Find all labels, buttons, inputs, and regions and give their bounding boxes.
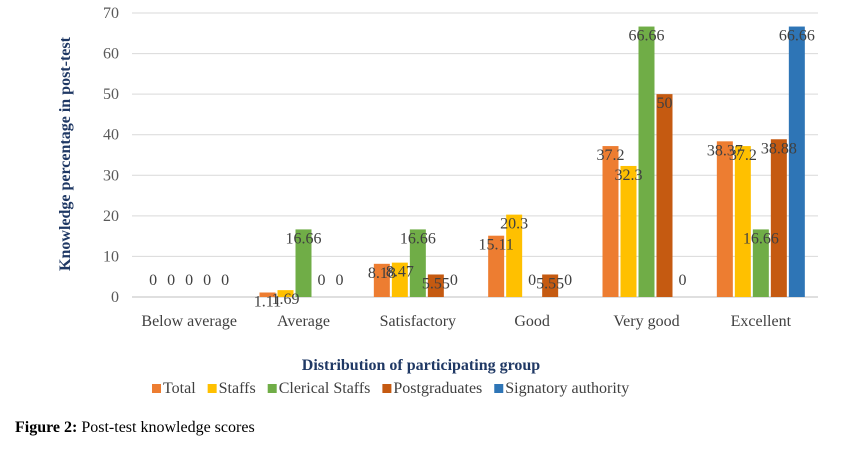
- bar: [259, 292, 276, 297]
- bar: [295, 229, 312, 297]
- y-tick-label: 20: [103, 208, 119, 225]
- data-label: 16.66: [400, 230, 436, 247]
- data-label: 5.55: [536, 275, 564, 292]
- y-axis-title: Knowledge percentage in post-test: [57, 36, 74, 271]
- bar: [734, 146, 751, 297]
- category-label: Below average: [141, 313, 237, 330]
- data-label: 0: [450, 272, 458, 289]
- category-label: Very good: [613, 313, 679, 330]
- bar: [488, 235, 505, 297]
- data-label: 38.88: [761, 140, 797, 157]
- bar: [716, 141, 733, 297]
- data-label: 0: [149, 272, 157, 289]
- category-label: Good: [514, 313, 550, 330]
- y-tick-label: 10: [103, 248, 119, 265]
- data-label: 66.66: [779, 28, 815, 45]
- data-label: 16.66: [743, 230, 779, 247]
- data-label: 0: [679, 272, 687, 289]
- legend-swatch: [382, 384, 392, 393]
- data-label: 38.37: [707, 142, 743, 159]
- y-tick-label: 70: [103, 5, 119, 22]
- gridlines: [132, 12, 818, 298]
- y-tick-label: 40: [103, 127, 119, 144]
- x-axis-category-labels: Below average Average Satisfactory Good Very…: [141, 313, 791, 330]
- legend-label: Clerical Staffs: [279, 380, 371, 397]
- data-label: 0: [167, 272, 175, 289]
- legend-label: Total: [163, 380, 196, 397]
- y-axis-tick-labels: 0 10 20 30 40 50 60 70: [103, 5, 119, 306]
- legend-label: Signatory authority: [505, 380, 629, 397]
- x-axis-title: Distribution of participating group: [302, 357, 541, 374]
- legend-label: Staffs: [219, 380, 256, 397]
- category-label: Average: [277, 313, 330, 330]
- data-label: 16.66: [286, 230, 322, 247]
- legend-item: Signatory authority: [494, 380, 629, 397]
- legend-item: Postgraduates: [382, 380, 482, 397]
- data-label: 37.2: [729, 147, 757, 164]
- y-tick-label: 50: [103, 86, 119, 103]
- caption-text: Post-test knowledge scores: [77, 419, 255, 436]
- legend-item: Total: [152, 380, 196, 397]
- bar: [770, 139, 787, 297]
- legend-item: Clerical Staffs: [267, 380, 371, 397]
- bar: [506, 214, 523, 297]
- bar: [391, 262, 408, 297]
- data-label: 0: [185, 272, 193, 289]
- data-label: 0: [528, 272, 536, 289]
- y-tick-label: 60: [103, 46, 119, 63]
- data-label: 15.11: [478, 237, 513, 254]
- y-tick-label: 0: [111, 289, 119, 306]
- bar: [542, 274, 559, 297]
- bar: [373, 263, 390, 297]
- legend-swatch: [494, 384, 504, 393]
- data-label: 8.47: [386, 264, 414, 281]
- data-label: 66.66: [629, 28, 665, 45]
- bar: [752, 229, 769, 297]
- figure-caption: Figure 2: Post-test knowledge scores: [15, 419, 255, 437]
- data-label: 20.3: [500, 216, 528, 233]
- data-label: 5.55: [422, 275, 450, 292]
- y-tick-label: 30: [103, 167, 119, 184]
- bar: [277, 290, 294, 297]
- legend: Total Staffs Clerical Staffs Postgraduates S…: [152, 380, 629, 397]
- legend-label: Postgraduates: [393, 380, 482, 397]
- bar: [409, 229, 426, 297]
- data-label: 32.3: [615, 167, 643, 184]
- bar: [788, 26, 805, 298]
- legend-swatch: [207, 384, 217, 393]
- data-label: 8.18: [368, 265, 396, 282]
- bars: [259, 26, 805, 298]
- bar: [638, 26, 655, 298]
- data-label: 37.2: [597, 147, 625, 164]
- data-label: 1.11: [254, 293, 281, 310]
- caption-label: Figure 2:: [15, 419, 78, 436]
- legend-item: Staffs: [207, 380, 256, 397]
- bar: [620, 165, 637, 297]
- data-label: 0: [564, 272, 572, 289]
- data-label: 0: [203, 272, 211, 289]
- bar: [602, 146, 619, 297]
- data-label: 1.69: [272, 291, 300, 308]
- data-label: 0: [221, 272, 229, 289]
- bar: [656, 94, 673, 298]
- data-label: 50: [657, 95, 673, 112]
- data-label: 0: [318, 272, 326, 289]
- data-label: 0: [336, 272, 344, 289]
- legend-swatch: [152, 384, 161, 393]
- legend-swatch: [267, 384, 277, 393]
- category-label: Excellent: [731, 313, 792, 330]
- category-label: Satisfactory: [380, 313, 456, 330]
- bar: [427, 274, 444, 297]
